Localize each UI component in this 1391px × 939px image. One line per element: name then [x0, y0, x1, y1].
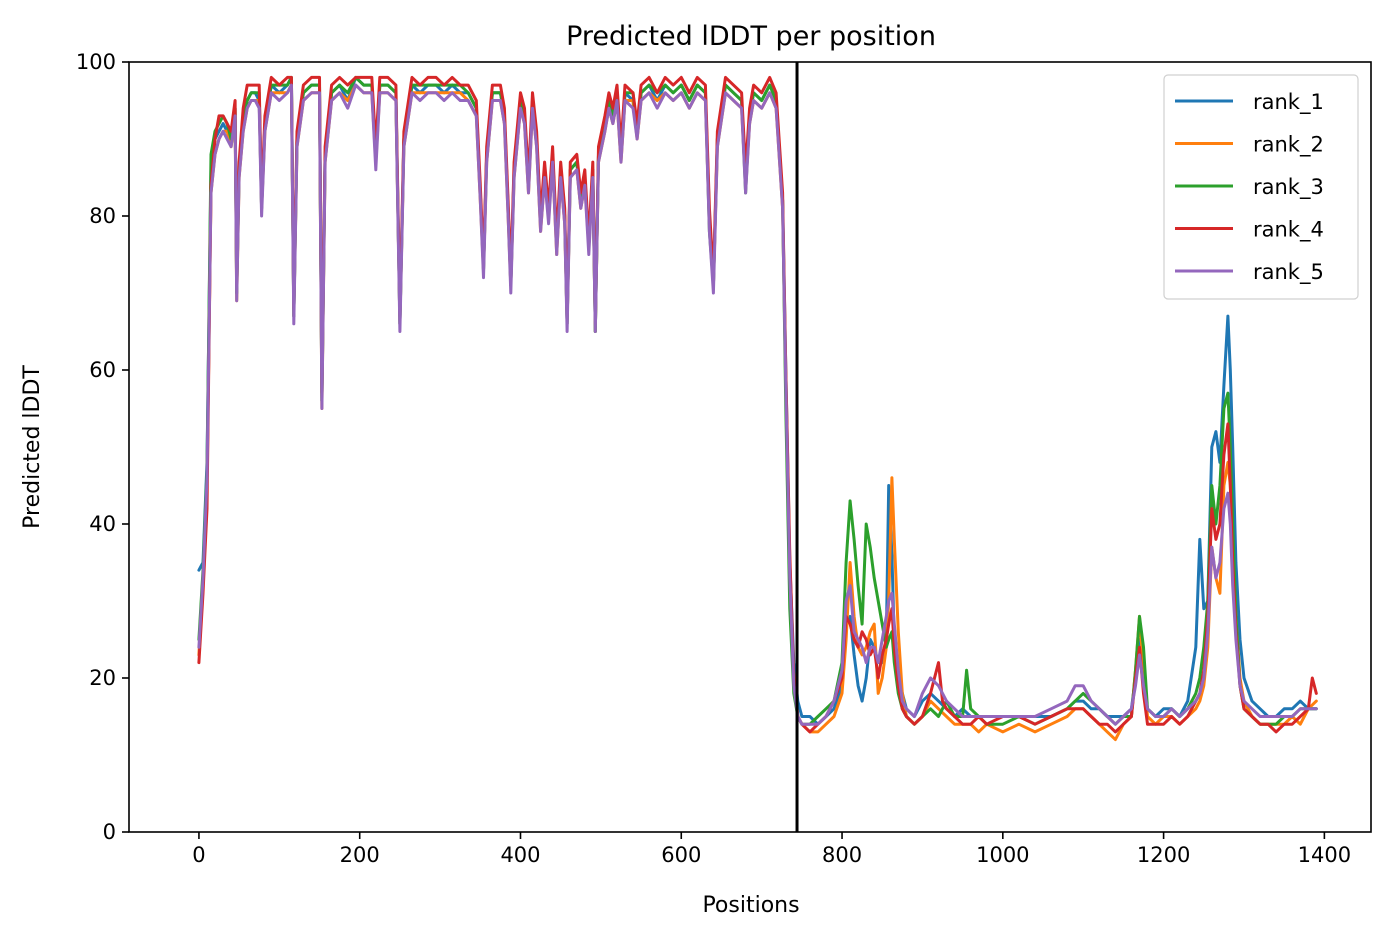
- legend-label-rank_5: rank_5: [1253, 260, 1324, 285]
- legend-label-rank_3: rank_3: [1253, 175, 1324, 200]
- y-tick-label: 40: [89, 512, 116, 536]
- legend-box: [1163, 74, 1359, 300]
- x-tick-label: 1400: [1298, 843, 1351, 867]
- legend-label-rank_2: rank_2: [1253, 133, 1324, 158]
- y-tick-label: 20: [89, 666, 116, 690]
- series-line-rank_5: [197, 83, 1318, 726]
- series-layer: [197, 75, 1318, 742]
- x-tick-label: 1000: [976, 843, 1029, 867]
- y-tick-label: 60: [89, 358, 116, 382]
- x-axis-label: Positions: [702, 893, 799, 918]
- legend-entries: rank_1 rank_2 rank_3 rank_4 rank_5: [1175, 90, 1324, 285]
- x-tick-label: 1200: [1137, 843, 1190, 867]
- x-tick-label: 0: [192, 843, 205, 867]
- legend: rank_1 rank_2 rank_3 rank_4 rank_5: [1163, 74, 1359, 300]
- y-tick-label: 80: [89, 204, 116, 228]
- y-axis: 0 20 40 60 80 100: [76, 50, 129, 844]
- legend-label-rank_1: rank_1: [1253, 90, 1324, 115]
- x-axis: 0 200 400 600 800 1000 1200 1400: [192, 832, 1351, 867]
- x-tick-label: 200: [340, 843, 380, 867]
- y-tick-label: 0: [103, 820, 116, 844]
- x-tick-label: 600: [661, 843, 701, 867]
- chart-title: Predicted lDDT per position: [566, 21, 936, 52]
- x-tick-label: 400: [500, 843, 540, 867]
- y-axis-label: Predicted lDDT: [20, 365, 45, 529]
- x-tick-label: 800: [822, 843, 862, 867]
- plot-frame: [128, 61, 1372, 833]
- legend-label-rank_4: rank_4: [1253, 218, 1324, 243]
- y-tick-label: 100: [76, 50, 116, 74]
